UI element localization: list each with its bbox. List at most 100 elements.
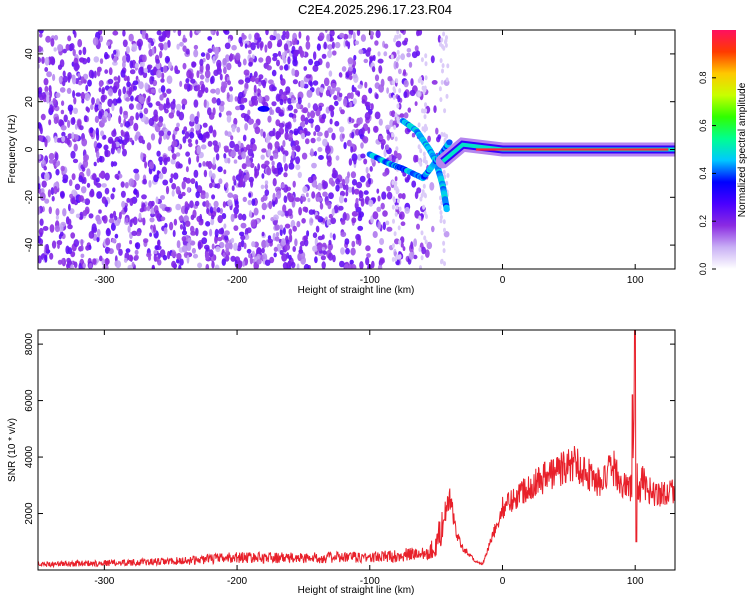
spectrogram-speckle [380,138,386,146]
spectrogram-speckle [142,71,148,79]
spectrogram-speckle [322,181,329,189]
spectrogram-speckle [80,186,87,194]
colorbar-tick-label: 0.4 [698,167,708,180]
spectrogram-speckle [188,157,192,165]
spectrogram-speckle [214,52,219,59]
spectrogram-speckle [96,157,100,163]
spectrogram-speckle [179,224,184,230]
spectrogram-faint-speckle [424,75,428,81]
spectrogram-speckle [81,98,85,104]
spectrogram-speckle [80,239,84,247]
spectrogram-speckle [309,110,316,119]
spectrogram-speckle [190,127,195,133]
spectrogram-speckle [225,242,231,251]
spectrogram-speckle [264,189,270,197]
spectrogram-speckle [283,195,288,203]
spectrogram-speckle [297,171,302,179]
spectrogram-speckle [147,95,151,103]
spectrogram-speckle [333,205,339,214]
spectrogram-speckle [305,74,312,79]
spectrogram-speckle [224,235,229,241]
spectrogram-speckle [250,219,257,228]
spectrogram-speckle [117,75,121,84]
spectrogram-speckle [129,240,133,245]
spectrogram-faint-speckle [396,49,400,55]
spectrogram-speckle [190,231,197,236]
spectrogram-speckle [295,145,301,153]
spectrogram-faint-speckle [439,218,443,224]
spectrogram-speckle [131,218,135,223]
spectrogram-speckle [102,215,108,224]
spectrogram-speckle [402,246,406,252]
spectrogram-speckle [254,32,260,41]
spectrogram-speckle [53,47,57,52]
spectrogram-speckle [100,94,106,103]
spectrogram-speckle [355,197,359,205]
spectrogram-speckle [279,224,284,230]
spectrogram-speckle [205,263,210,269]
spectrogram-speckle [139,112,144,119]
spectrogram-speckle [377,248,383,254]
spectrogram-speckle [86,107,91,113]
spectrogram-speckle [398,213,403,219]
spectrogram-speckle [261,239,267,249]
spectrogram-speckle [112,61,118,66]
spectrogram-speckle [73,97,77,105]
spectrogram-speckle [134,249,139,255]
spectrogram-speckle [157,121,163,128]
spectrogram-speckle [288,112,294,118]
spectrogram-speckle [49,104,54,112]
spectrogram-speckle [359,175,366,183]
spectrogram-speckle [365,166,369,174]
spectrogram-speckle [239,231,245,237]
spectrogram-speckle [250,137,256,145]
spectrogram-speckle [128,254,134,262]
snr-series-line [38,330,675,569]
spectrogram-speckle [216,59,222,69]
spectrogram-speckle [124,182,129,189]
spectrogram-speckle [85,84,89,92]
spectrogram-speckle [384,144,390,151]
spectrogram-speckle [395,61,399,69]
spectrogram-speckle [134,172,140,181]
spectrogram-x-ticks: -300 -200 -100 0 100 [94,30,644,286]
spectrogram-speckle [241,213,247,221]
spectrogram-speckle [101,118,107,124]
spectrogram-speckle [275,33,281,41]
spectrogram-faint-speckle [391,204,395,210]
spectrogram-speckle [132,216,138,226]
spectrogram-speckle [185,151,191,157]
spectrogram-speckle [181,236,187,242]
spectrogram-speckle [293,108,298,114]
spectrogram-speckle [79,57,84,63]
spectrogram-speckle [330,217,337,225]
spectrogram-speckle [328,213,334,219]
spectrogram-speckle [283,99,287,104]
spectrogram-speckle [166,75,173,84]
spectrogram-faint-speckle [418,159,422,165]
spectrogram-speckle [190,78,196,84]
spectrogram-speckle [378,84,384,93]
spectrogram-speckle [210,30,214,35]
spectrogram-speckle [243,69,250,76]
spectrogram-faint-speckle [419,148,423,154]
spectrogram-faint-speckle [398,239,402,245]
spectrogram-speckle [370,103,374,111]
colorbar-ticks: 0.0 0.2 0.4 0.6 0.8 [698,72,716,275]
spectrogram-speckle [383,43,389,49]
spectrogram-speckle [161,166,167,175]
spectrogram-speckle [171,140,178,148]
spectrogram-speckle [301,152,308,160]
spectrogram-speckle [345,190,349,197]
spectrogram-speckle [129,69,136,75]
spectrogram-speckle [338,195,344,204]
spectrogram-speckle [200,74,204,80]
spectrogram-speckle [115,98,122,104]
spectrogram-speckle [325,61,330,69]
spectrogram-speckle [151,76,155,82]
spectrogram-speckle [57,64,63,70]
spectrogram-speckle [93,56,100,63]
spectrogram-speckle [243,174,248,183]
spectrogram-speckle [125,248,131,253]
